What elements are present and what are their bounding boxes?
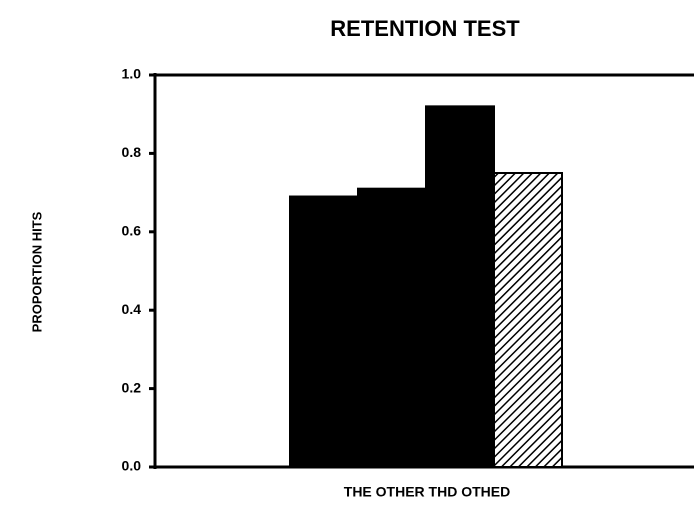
bar	[493, 172, 563, 468]
y-axis-label: PROPORTION HITS	[29, 211, 44, 332]
y-tick-label: 0.0	[122, 458, 142, 474]
y-tick-label: 0.6	[122, 223, 142, 239]
chart-title: RETENTION TEST	[330, 16, 520, 41]
x-axis-label: THE OTHER THD OTHED	[344, 484, 510, 500]
y-tick-label: 0.4	[122, 301, 142, 317]
bar	[425, 105, 495, 469]
bar	[289, 195, 359, 469]
bar	[357, 187, 427, 468]
y-tick-label: 1.0	[122, 66, 142, 82]
y-tick-label: 0.2	[122, 379, 142, 395]
y-tick-label: 0.8	[122, 144, 142, 160]
